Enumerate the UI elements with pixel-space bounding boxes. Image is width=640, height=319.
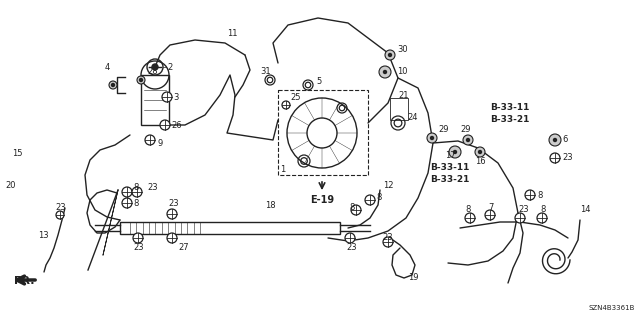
- Text: 11: 11: [227, 28, 237, 38]
- Text: 6: 6: [562, 136, 568, 145]
- Text: 8: 8: [349, 203, 355, 211]
- Text: 31: 31: [260, 68, 271, 77]
- Circle shape: [467, 138, 470, 142]
- Circle shape: [475, 147, 485, 157]
- Text: 27: 27: [178, 243, 189, 253]
- Text: 5: 5: [316, 78, 321, 86]
- Circle shape: [463, 135, 473, 145]
- Circle shape: [515, 213, 525, 223]
- Text: B-33-11: B-33-11: [430, 164, 469, 173]
- Bar: [141, 75, 169, 125]
- Text: 8: 8: [537, 190, 542, 199]
- Text: 8: 8: [540, 205, 545, 214]
- Text: 8: 8: [133, 183, 138, 192]
- Circle shape: [160, 120, 170, 130]
- Circle shape: [537, 213, 547, 223]
- Text: 12: 12: [383, 181, 394, 189]
- Bar: [278, 90, 368, 175]
- Text: 14: 14: [580, 205, 591, 214]
- Circle shape: [383, 237, 393, 247]
- Circle shape: [479, 151, 481, 153]
- Circle shape: [351, 205, 361, 215]
- Circle shape: [145, 135, 155, 145]
- Circle shape: [388, 54, 392, 56]
- Circle shape: [345, 233, 355, 243]
- Bar: [390, 98, 408, 120]
- Circle shape: [167, 233, 177, 243]
- Text: 19: 19: [408, 273, 419, 283]
- Circle shape: [525, 190, 535, 200]
- Circle shape: [109, 81, 117, 89]
- Circle shape: [427, 133, 437, 143]
- Text: 23: 23: [562, 153, 573, 162]
- Circle shape: [140, 78, 143, 81]
- Circle shape: [152, 64, 158, 70]
- Text: 23: 23: [147, 183, 157, 192]
- Circle shape: [449, 146, 461, 158]
- Circle shape: [122, 187, 132, 197]
- Circle shape: [133, 233, 143, 243]
- Circle shape: [122, 198, 132, 208]
- Circle shape: [454, 151, 456, 153]
- Circle shape: [549, 134, 561, 146]
- Text: 8: 8: [133, 198, 138, 207]
- Text: 8: 8: [376, 192, 381, 202]
- Text: 18: 18: [265, 202, 276, 211]
- Text: FR.: FR.: [14, 276, 35, 286]
- Text: 9: 9: [157, 138, 163, 147]
- Circle shape: [282, 101, 290, 109]
- Text: 21: 21: [398, 91, 408, 100]
- Text: 28: 28: [147, 66, 157, 76]
- Text: 4: 4: [105, 63, 110, 71]
- Text: 29: 29: [438, 125, 449, 135]
- Text: 10: 10: [397, 68, 408, 77]
- Circle shape: [550, 153, 560, 163]
- Circle shape: [162, 92, 172, 102]
- Text: SZN4B3361B: SZN4B3361B: [589, 305, 635, 311]
- Text: 17: 17: [445, 151, 456, 160]
- Text: 29: 29: [460, 125, 470, 135]
- Text: 13: 13: [38, 231, 49, 240]
- Circle shape: [132, 187, 142, 197]
- Bar: [120, 222, 340, 234]
- Circle shape: [385, 50, 395, 60]
- Text: 23: 23: [382, 234, 392, 242]
- Text: 23: 23: [133, 243, 143, 253]
- Text: B-33-21: B-33-21: [490, 115, 529, 124]
- Text: 25: 25: [290, 93, 301, 102]
- Text: 23: 23: [518, 205, 529, 214]
- Text: 26: 26: [171, 121, 182, 130]
- Circle shape: [167, 209, 177, 219]
- Text: B-33-21: B-33-21: [430, 175, 469, 184]
- Circle shape: [383, 70, 387, 73]
- Text: 23: 23: [168, 199, 179, 209]
- Text: 2: 2: [167, 63, 172, 71]
- Text: E-19: E-19: [310, 195, 334, 205]
- Text: 24: 24: [407, 114, 417, 122]
- Circle shape: [431, 137, 433, 139]
- Circle shape: [379, 66, 391, 78]
- Circle shape: [56, 211, 64, 219]
- Circle shape: [137, 76, 145, 84]
- Circle shape: [554, 138, 557, 142]
- Circle shape: [465, 213, 475, 223]
- Text: 16: 16: [475, 158, 486, 167]
- Text: 8: 8: [465, 205, 470, 214]
- Text: 15: 15: [12, 149, 22, 158]
- Text: 3: 3: [173, 93, 179, 101]
- Text: 23: 23: [55, 204, 66, 212]
- Text: 20: 20: [5, 181, 15, 189]
- Text: 7: 7: [488, 204, 493, 212]
- Circle shape: [365, 195, 375, 205]
- Text: B-33-11: B-33-11: [490, 103, 529, 113]
- Circle shape: [485, 210, 495, 220]
- Circle shape: [111, 84, 115, 86]
- Text: 23: 23: [346, 243, 356, 253]
- Text: 30: 30: [397, 46, 408, 55]
- Text: 1: 1: [280, 166, 285, 174]
